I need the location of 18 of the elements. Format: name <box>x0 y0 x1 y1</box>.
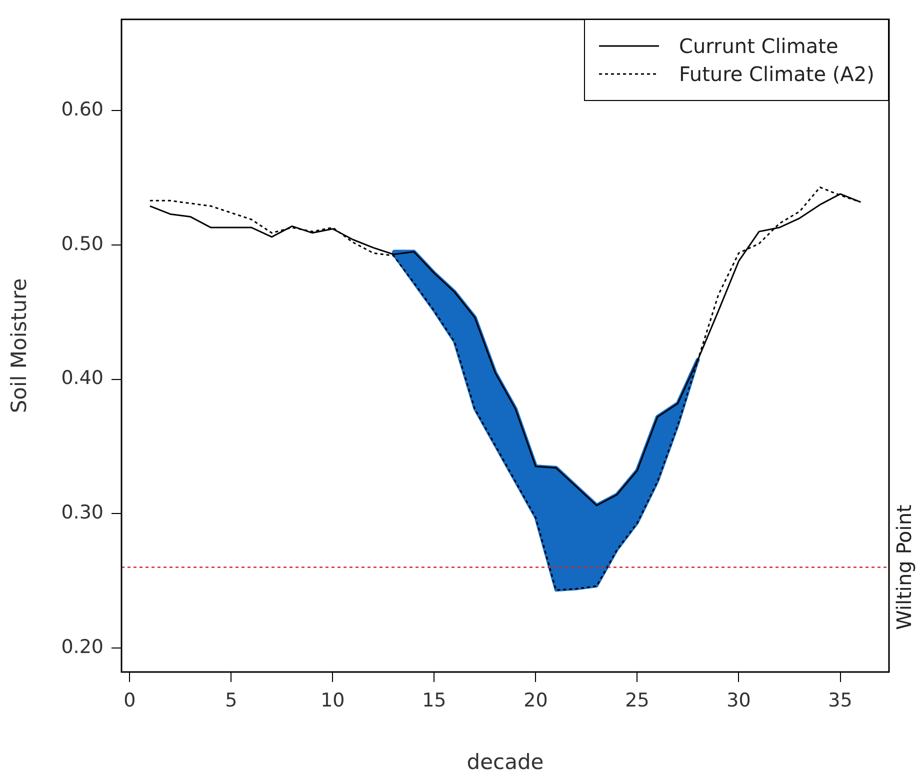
x-tick-label: 15 <box>422 689 446 712</box>
y-tick-label: 0.30 <box>61 501 104 524</box>
x-tick-label: 20 <box>524 689 548 712</box>
x-tick-label: 10 <box>320 689 345 712</box>
x-tick-label: 35 <box>828 689 852 712</box>
x-tick-label: 5 <box>225 689 238 712</box>
legend-label: Currunt Climate <box>679 34 838 58</box>
y-axis-title: Soil Moisture <box>7 278 32 414</box>
y-tick-label: 0.20 <box>61 636 104 658</box>
ref-line-label: Wilting Point <box>892 504 916 630</box>
y-tick-label: 0.40 <box>61 367 104 390</box>
x-tick-label: 0 <box>124 689 136 712</box>
x-axis-title: decade <box>466 750 544 774</box>
legend-label: Future Climate (A2) <box>679 62 874 86</box>
y-tick-label: 0.60 <box>61 98 104 121</box>
x-tick-label: 25 <box>625 689 650 712</box>
x-tick-label: 30 <box>726 689 751 712</box>
y-tick-label: 0.50 <box>61 232 104 255</box>
